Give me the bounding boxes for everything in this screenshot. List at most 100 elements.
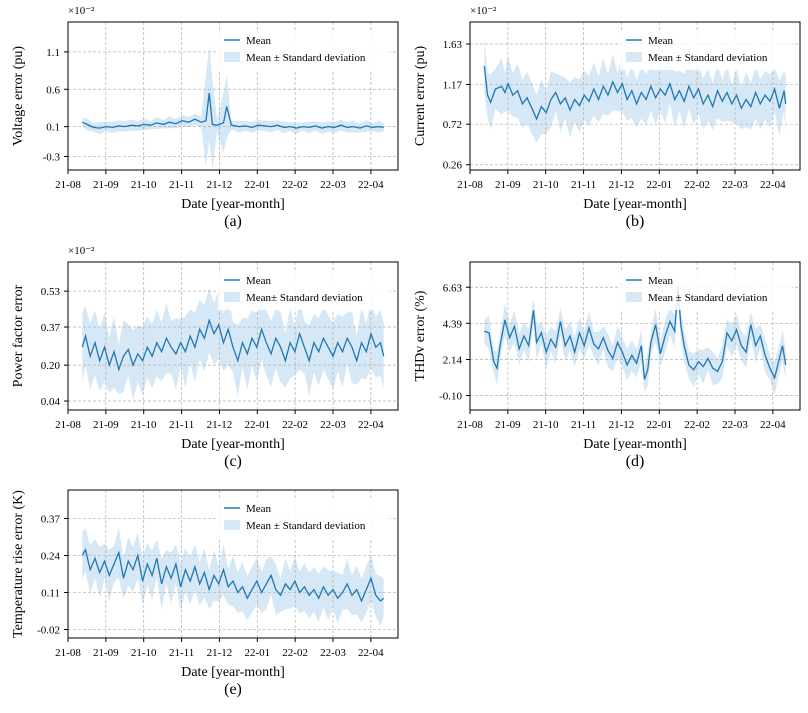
x-tick-label: 22-04	[358, 179, 384, 191]
legend-box	[218, 498, 390, 538]
y-tick-label: 0.1	[46, 122, 60, 134]
x-tick-label: 22-02	[282, 179, 308, 191]
y-tick-label: 0.04	[41, 396, 61, 408]
x-tick-label: 21-12	[609, 419, 635, 431]
y-tick-label: 0.6	[46, 84, 60, 96]
y-tick-label: 0.53	[41, 286, 61, 298]
y-tick-label: 0.72	[443, 119, 462, 131]
x-tick-label: 21-08	[55, 419, 81, 431]
axis-multiplier: ×10⁻²	[68, 245, 95, 257]
y-tick-label: 6.63	[443, 282, 463, 294]
x-tick-label: 22-01	[244, 647, 270, 659]
x-tick-label: 21-09	[93, 419, 119, 431]
x-axis-label: Date [year-month]	[181, 197, 285, 212]
x-tick-label: 22-01	[646, 179, 672, 191]
legend-std-label: Mean ± Standard deviation	[246, 520, 366, 532]
std-band-c	[82, 288, 384, 401]
x-tick-label: 22-04	[760, 419, 786, 431]
y-tick-label: 0.24	[41, 550, 61, 562]
mean-line-a	[82, 92, 384, 129]
x-tick-label: 21-09	[93, 647, 119, 659]
y-tick-label: -0.3	[43, 152, 61, 164]
x-tick-label: 21-08	[55, 179, 81, 191]
x-tick-label: 22-04	[358, 647, 384, 659]
y-tick-label: -0.02	[37, 624, 60, 636]
x-tick-label: 21-08	[457, 179, 483, 191]
legend-box	[620, 270, 792, 310]
mean-line-e	[81, 548, 385, 603]
x-axis-label: Date [year-month]	[181, 437, 285, 452]
x-tick-label: 21-10	[131, 419, 157, 431]
x-tick-label: 22-03	[320, 419, 346, 431]
panel-caption: (d)	[626, 453, 645, 470]
y-tick-label: 0.37	[41, 513, 61, 525]
axes-frame	[469, 261, 801, 411]
x-tick-label: 21-09	[93, 179, 119, 191]
x-tick-label: 22-02	[684, 419, 710, 431]
y-tick-label: 1.1	[46, 47, 60, 59]
legend-std-swatch	[626, 292, 642, 302]
y-tick-label: 4.39	[443, 318, 463, 330]
axes-frame	[67, 21, 399, 171]
legend-mean-label: Mean	[246, 35, 272, 47]
panel-caption: (e)	[224, 681, 242, 698]
x-tick-label: 21-12	[207, 179, 233, 191]
x-tick-label: 22-02	[684, 179, 710, 191]
x-tick-label: 21-11	[169, 419, 194, 431]
x-axis-label: Date [year-month]	[583, 437, 687, 452]
axes-frame	[67, 261, 399, 411]
legend-std-swatch	[626, 52, 642, 62]
y-axis-label: Current error (pu)	[413, 46, 428, 147]
x-tick-label: 22-03	[722, 179, 748, 191]
x-tick-label: 22-01	[646, 419, 672, 431]
axis-multiplier: ×10⁻²	[470, 5, 497, 17]
legend-std-swatch	[224, 292, 240, 302]
legend-std-swatch	[224, 520, 240, 530]
y-tick-label: 0.20	[41, 360, 61, 372]
chart-panel-b: 0.26 0.72 1.17 1.63 21-08 21-09 21-10 21-11 21-1…	[413, 5, 801, 230]
legend-mean-label: Mean	[648, 275, 674, 287]
x-tick-label: 21-12	[609, 179, 635, 191]
y-axis-label: THDv error (%)	[413, 290, 428, 381]
y-tick-label: 1.63	[443, 39, 463, 51]
legend-std-label: Mean ± Standard deviation	[246, 52, 366, 64]
y-tick-label: 0.26	[443, 160, 463, 172]
panel-caption: (b)	[626, 213, 645, 230]
x-axis-label: Date [year-month]	[583, 197, 687, 212]
legend-mean-label: Mean	[648, 35, 674, 47]
panel-caption: (a)	[224, 213, 242, 230]
axes-frame	[67, 489, 399, 639]
y-tick-label: -0.10	[439, 391, 462, 403]
chart-panel-c: 0.04 0.20 0.37 0.53 21-08 21-09 21-10 21-11 21-1…	[11, 245, 399, 470]
legend-mean-label: Mean	[246, 503, 272, 515]
x-tick-label: 22-04	[760, 179, 786, 191]
mean-line-c	[81, 318, 385, 372]
legend-std-label: Mean± Standard deviation	[246, 292, 363, 304]
y-tick-label: 0.37	[41, 322, 61, 334]
legend-mean-label: Mean	[246, 275, 272, 287]
x-tick-label: 21-11	[169, 179, 194, 191]
y-axis-label: Temperature rise error (K)	[11, 490, 26, 638]
x-tick-label: 22-03	[320, 647, 346, 659]
x-tick-label: 21-09	[495, 419, 521, 431]
x-tick-label: 22-02	[282, 419, 308, 431]
legend-std-label: Mean ± Standard deviation	[648, 292, 768, 304]
x-tick-label: 22-04	[358, 419, 384, 431]
std-band-b	[484, 39, 786, 143]
mean-line-b	[483, 65, 787, 121]
x-tick-label: 21-10	[533, 179, 559, 191]
y-axis-label: Power factor error	[11, 284, 26, 387]
x-tick-label: 21-10	[533, 419, 559, 431]
legend-box	[218, 30, 390, 70]
legend-std-swatch	[224, 52, 240, 62]
axes-frame	[469, 21, 801, 171]
chart-panel-a: -0.3 0.1 0.6 1.1 21-08 21-09 21-10 21-11 21-12 22…	[11, 5, 399, 230]
legend-box	[620, 30, 792, 70]
x-tick-label: 21-11	[169, 647, 194, 659]
std-band-e	[82, 527, 384, 626]
y-tick-label: 1.17	[443, 80, 463, 92]
x-tick-label: 21-11	[571, 179, 596, 191]
panel-caption: (c)	[224, 453, 242, 470]
